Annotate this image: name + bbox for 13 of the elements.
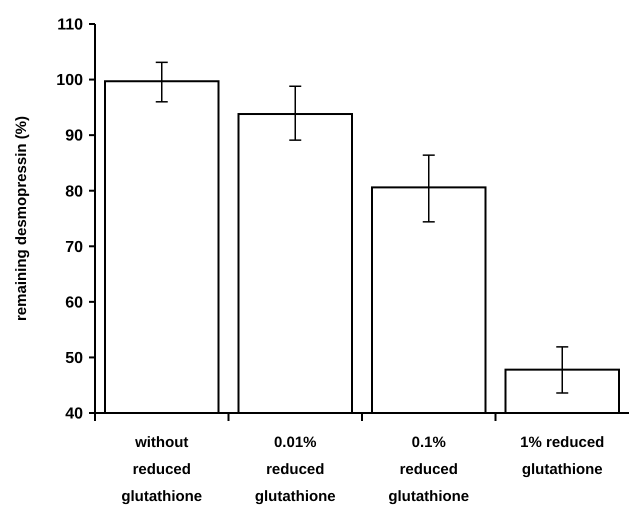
y-tick-label: 60 (65, 294, 84, 312)
y-tick-label: 110 (57, 16, 84, 34)
y-tick-label: 70 (65, 238, 84, 256)
y-tick-label: 50 (65, 350, 84, 368)
y-tick-label: 80 (65, 183, 84, 200)
x-tick-label: 0.1% reduced glutathione (388, 434, 470, 505)
y-axis-title: remaining desmopressin (%) (13, 116, 30, 322)
x-tick-label: 1% reduced glutathione (520, 434, 604, 478)
x-tick-label: without reduced glutathione (121, 434, 202, 505)
y-tick-label: 100 (56, 72, 84, 90)
y-tick-label: 90 (65, 128, 84, 145)
y-tick-label: 40 (65, 406, 84, 423)
x-tick-label: 0.01% reduced glutathione (254, 434, 336, 505)
